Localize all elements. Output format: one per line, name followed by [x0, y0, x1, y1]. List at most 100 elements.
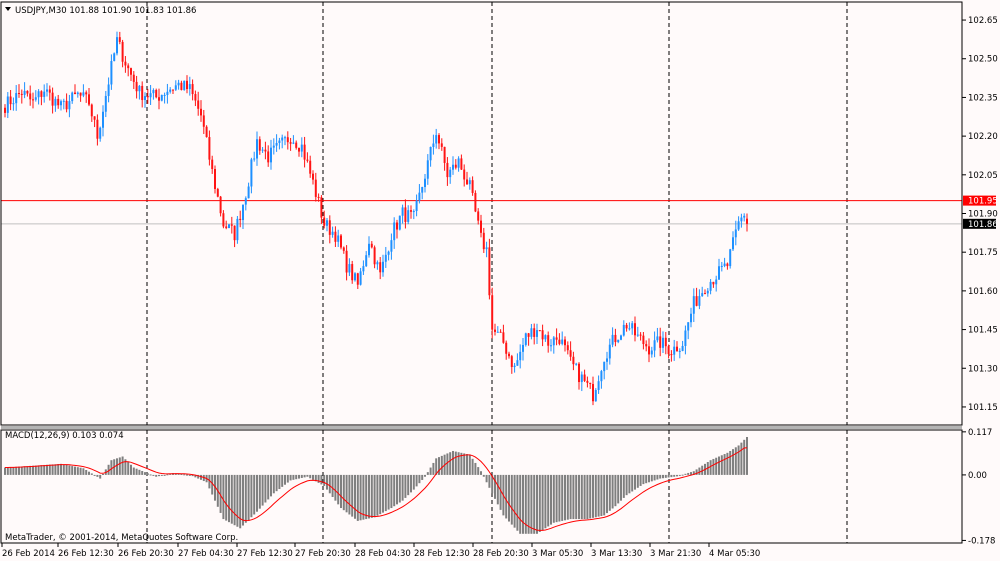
- macd-bar: [130, 464, 132, 475]
- candle-body: [622, 324, 625, 336]
- macd-bar: [513, 474, 516, 528]
- candle-body: [20, 93, 23, 95]
- candle-body: [555, 337, 558, 340]
- macd-bar: [608, 474, 611, 511]
- macd-bar: [583, 474, 586, 520]
- macd-bar: [29, 465, 32, 475]
- candle-body: [270, 147, 272, 163]
- macd-bar: [569, 474, 572, 520]
- candle-body: [40, 91, 43, 97]
- candle-body: [712, 281, 715, 285]
- candle-body: [29, 93, 32, 100]
- candle-body: [188, 84, 191, 90]
- candle-body: [177, 82, 180, 86]
- candle-body: [580, 374, 583, 383]
- candle-body: [253, 158, 256, 160]
- macd-bar: [6, 467, 9, 475]
- macd-signal-line: [5, 447, 748, 531]
- macd-bar: [715, 457, 718, 475]
- macd-bar: [536, 474, 538, 534]
- macd-bar: [681, 474, 684, 476]
- macd-indicator: [4, 436, 748, 534]
- candle-body: [558, 339, 561, 344]
- candle-body: [502, 332, 505, 343]
- price-tick-label: 101.90: [968, 210, 998, 220]
- macd-bar: [186, 474, 188, 476]
- candle-body: [667, 346, 670, 355]
- candle-body: [659, 336, 662, 348]
- macd-bar: [634, 474, 636, 490]
- candle-body: [88, 94, 90, 105]
- candle-body: [614, 334, 617, 343]
- candle-body: [600, 371, 603, 382]
- macd-bar: [580, 474, 583, 520]
- macd-bar: [617, 474, 620, 504]
- chart-menu-icon[interactable]: [5, 7, 11, 11]
- candle-body: [141, 85, 144, 101]
- candle-body: [298, 147, 300, 152]
- macd-bar: [611, 474, 614, 509]
- candle-body: [681, 345, 684, 351]
- macd-bar: [71, 466, 74, 475]
- candle-body: [90, 104, 93, 117]
- candle-body: [116, 37, 118, 54]
- macd-bar: [144, 472, 146, 475]
- macd-bar: [15, 466, 18, 475]
- chart-labels: USDJPY,M30 101.88 101.90 101.83 101.86 M…: [5, 6, 238, 543]
- candle-body: [457, 158, 460, 168]
- macd-bar: [592, 474, 594, 518]
- macd-bar: [264, 474, 267, 503]
- candle-body: [23, 90, 26, 95]
- macd-bar: [337, 474, 340, 505]
- candle-body: [205, 126, 208, 138]
- candle-body: [345, 250, 348, 273]
- macd-bar: [496, 474, 499, 505]
- candle-body: [494, 329, 496, 332]
- candle-body: [552, 337, 555, 346]
- macd-bar: [589, 474, 592, 519]
- candle-body: [594, 390, 597, 402]
- macd-bar: [323, 474, 326, 486]
- macd-bar: [351, 474, 354, 517]
- candle-body: [656, 336, 659, 341]
- macd-bar: [734, 447, 737, 475]
- candle-body: [208, 137, 211, 160]
- candle-body: [390, 240, 393, 252]
- macd-bar: [648, 474, 650, 483]
- candle-body: [356, 273, 359, 285]
- macd-bar: [457, 452, 460, 475]
- price-tick-label: 101.75: [968, 248, 998, 258]
- macd-bar: [289, 474, 292, 481]
- candle-body: [200, 108, 202, 116]
- macd-bar: [141, 470, 144, 475]
- macd-bar: [424, 474, 426, 477]
- macd-bar: [124, 459, 127, 475]
- macd-bar: [222, 474, 225, 520]
- macd-bar: [348, 474, 351, 515]
- macd-bar: [600, 474, 603, 517]
- macd-bar: [662, 474, 664, 479]
- candle-body: [382, 261, 384, 273]
- macd-bar: [684, 473, 687, 475]
- macd-bar: [334, 474, 337, 501]
- macd-bar: [228, 474, 230, 523]
- candle-body: [130, 68, 132, 75]
- macd-bar: [505, 474, 508, 519]
- candle-body: [482, 232, 485, 250]
- macd-bar: [541, 474, 544, 531]
- candle-body: [191, 84, 194, 95]
- macd-bar: [146, 473, 149, 475]
- macd-bar: [278, 474, 281, 490]
- candle-body: [124, 61, 127, 66]
- candle-body: [376, 262, 379, 265]
- candle-body: [424, 178, 426, 188]
- candle-body: [650, 350, 653, 355]
- candle-body: [572, 356, 575, 365]
- macd-bar: [211, 474, 214, 495]
- candle-body: [144, 96, 146, 101]
- candle-body: [244, 198, 247, 205]
- macd-bar: [628, 474, 631, 494]
- candle-body: [110, 61, 113, 85]
- macd-bar: [376, 474, 379, 516]
